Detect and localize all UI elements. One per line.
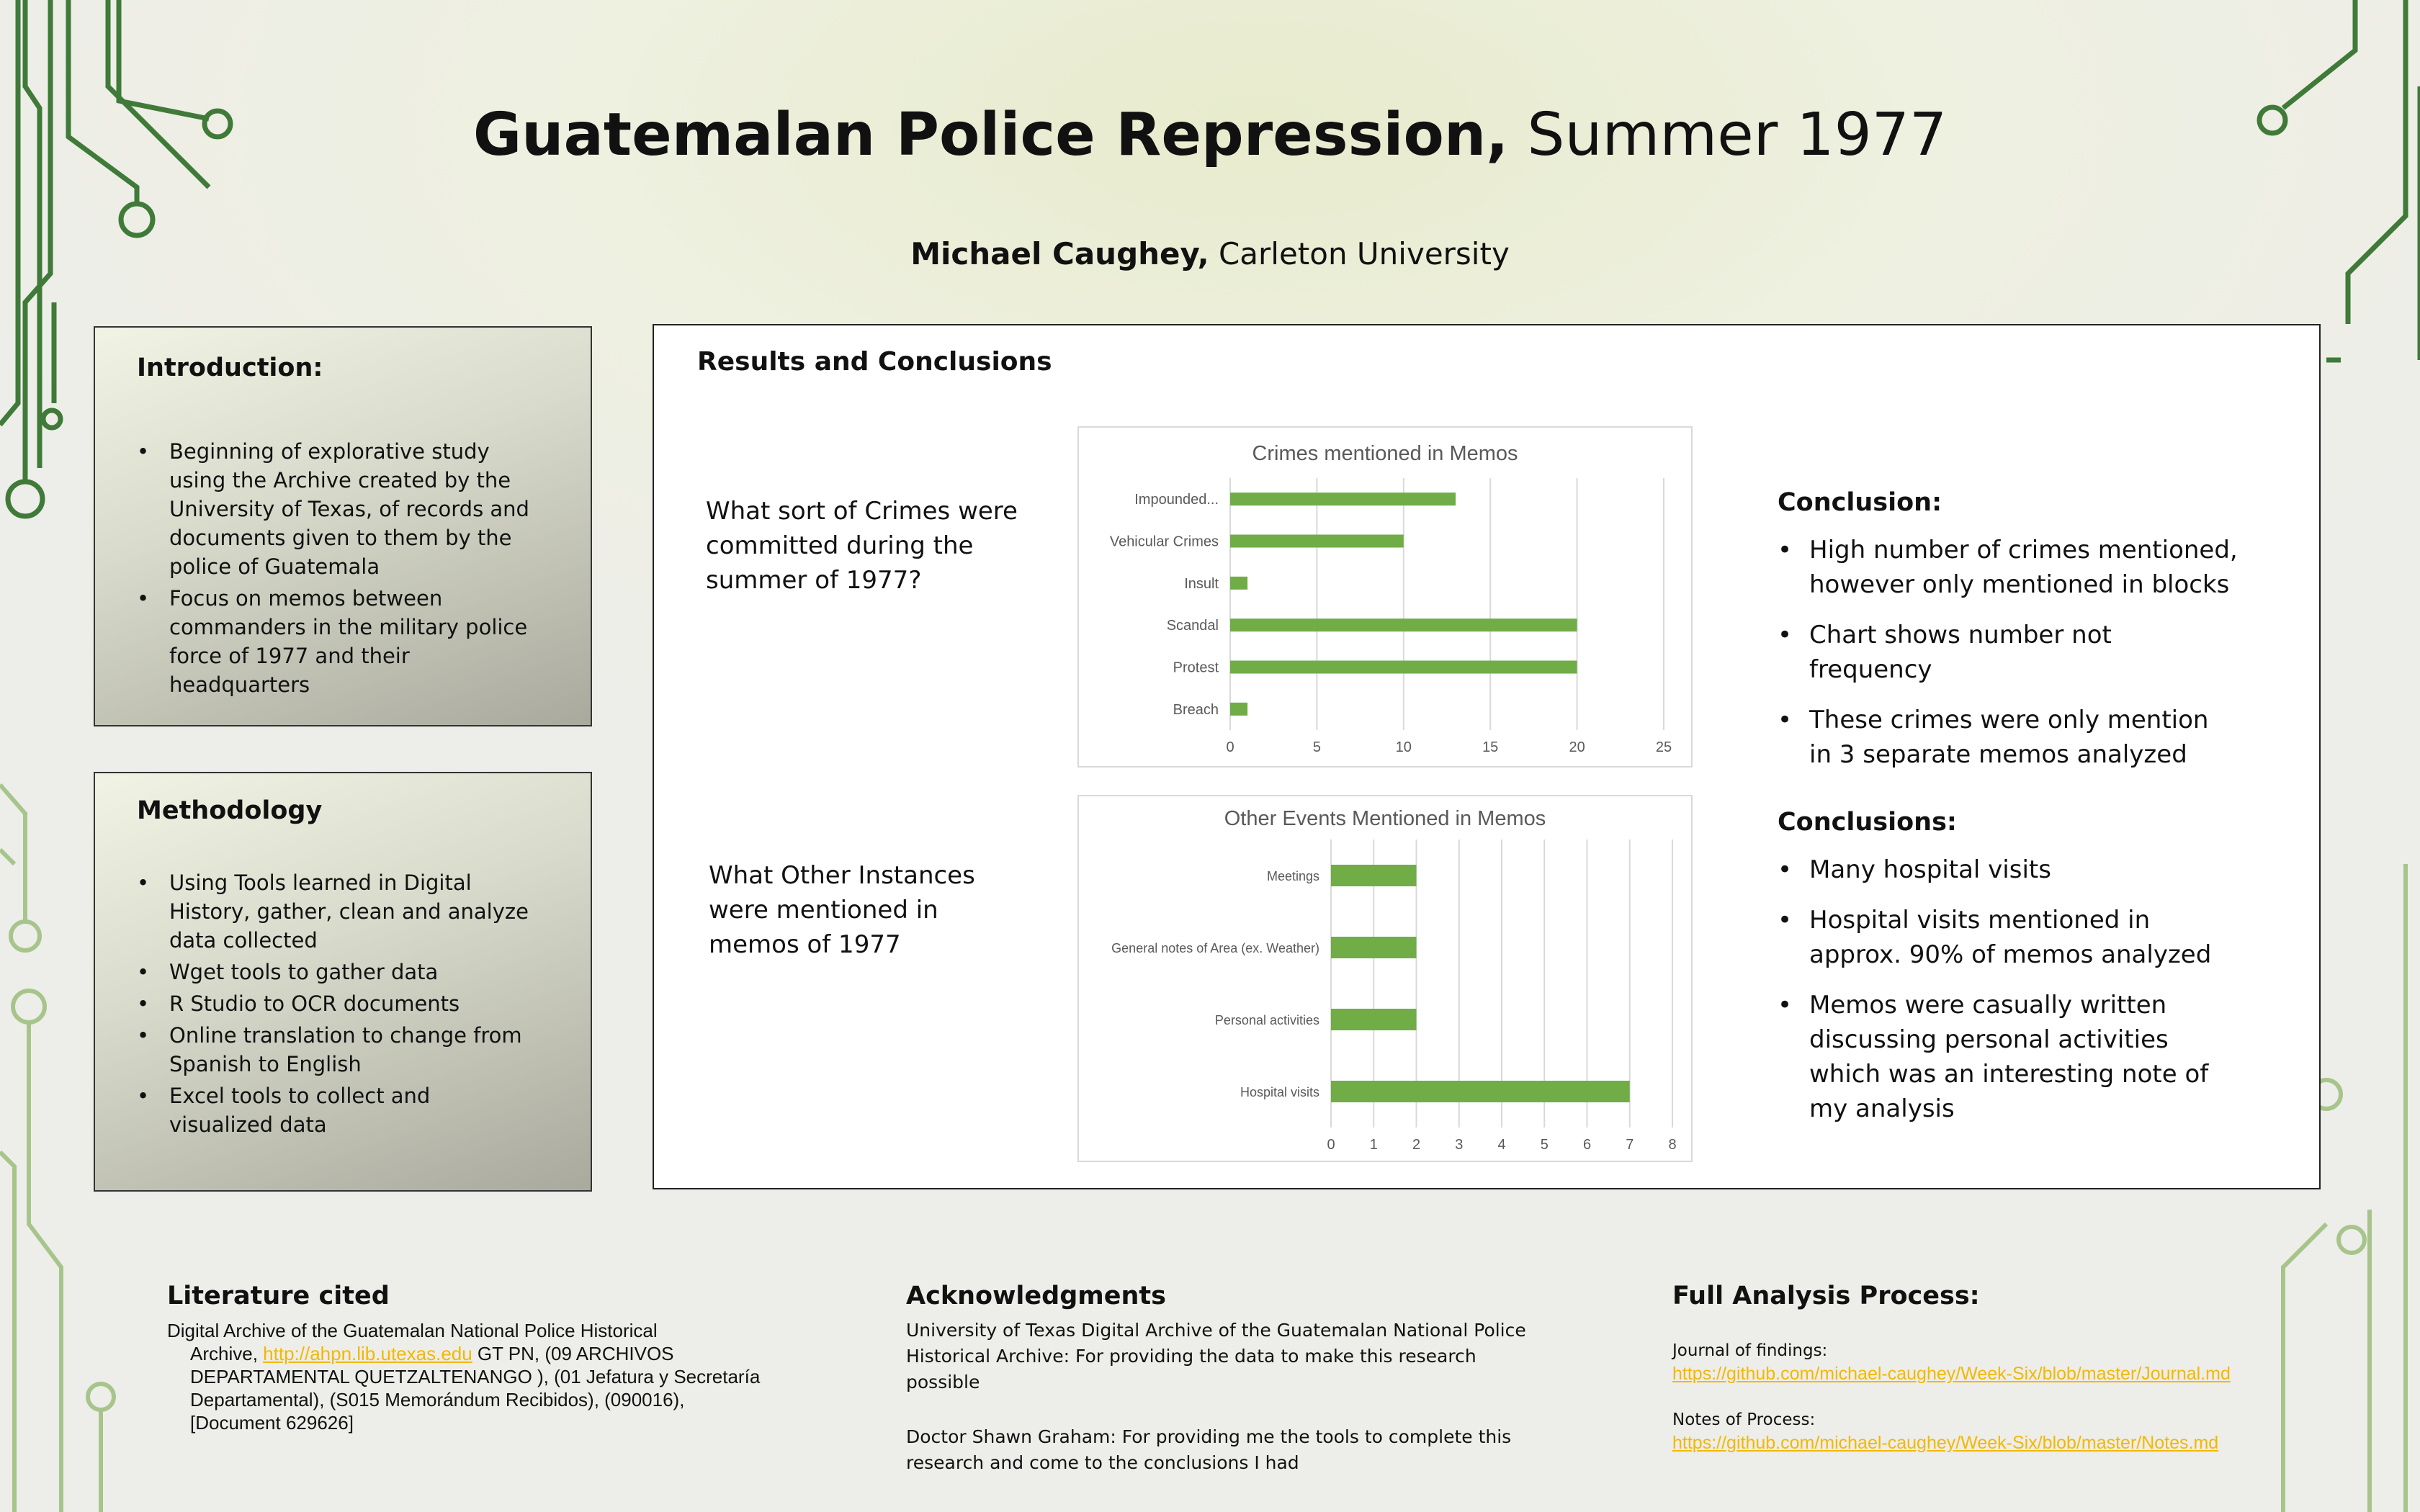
analysis-heading: Full Analysis Process: xyxy=(1672,1282,1980,1310)
conclusions-heading: Conclusions: xyxy=(1778,808,1957,837)
list-item: Many hospital visits xyxy=(1778,852,2238,887)
results-heading: Results and Conclusions xyxy=(697,347,1052,377)
literature-heading: Literature cited xyxy=(167,1282,390,1310)
citation-line: [Document 629626] xyxy=(190,1412,354,1434)
category-label: Scandal xyxy=(1167,618,1219,634)
list-item: Hospital visits mentioned in approx. 90%… xyxy=(1778,903,2238,972)
methodology-list: Using Tools learned in Digital History, … xyxy=(137,868,540,1142)
tick-label: 3 xyxy=(1455,1137,1463,1153)
bar xyxy=(1230,660,1577,674)
category-label: Meetings xyxy=(1267,869,1319,883)
question-crimes: What sort of Crimes were committed durin… xyxy=(706,497,1018,595)
category-label: Protest xyxy=(1173,660,1219,676)
tick-label: 2 xyxy=(1412,1137,1420,1153)
citation-line: DEPARTAMENTAL QUETZALTENANGO ), (01 Jefa… xyxy=(190,1366,761,1387)
archive-link[interactable]: http://ahpn.lib.utexas.edu xyxy=(263,1343,472,1364)
events-chart-svg: Other Events Mentioned in Memos 0 1 2 3 4 5 6 7 8… xyxy=(1111,807,1676,1153)
tick-label: 0 xyxy=(1327,1137,1335,1153)
bar xyxy=(1230,702,1248,716)
bar xyxy=(1331,865,1417,886)
conclusion-heading: Conclusion: xyxy=(1778,488,1942,517)
bar xyxy=(1331,1081,1630,1102)
citation-text: Archive, xyxy=(190,1343,264,1364)
crimes-chart-svg: Crimes mentioned in Memos 0 5 10 15 20 25 Impou… xyxy=(1110,442,1672,755)
introduction-list: Beginning of explorative study using the… xyxy=(137,437,540,702)
bar xyxy=(1331,937,1417,958)
tick-label: 15 xyxy=(1482,739,1498,755)
tick-label: 8 xyxy=(1668,1137,1676,1153)
bar xyxy=(1230,576,1248,590)
category-label: Vehicular Crimes xyxy=(1110,534,1219,550)
citation-line: Departamental), (S015 Memorándum Recibid… xyxy=(190,1389,685,1410)
chart-title: Other Events Mentioned in Memos xyxy=(1224,807,1546,830)
methodology-heading: Methodology xyxy=(137,796,323,825)
tick-label: 0 xyxy=(1226,739,1234,755)
category-label: Breach xyxy=(1173,702,1219,718)
full-analysis: Full Analysis Process: Journal of findin… xyxy=(1672,1282,2407,1454)
bar xyxy=(1230,618,1577,632)
crimes-chart: Crimes mentioned in Memos 0 5 10 15 20 25 Impou… xyxy=(1077,426,1693,768)
category-label: Personal activities xyxy=(1215,1013,1319,1027)
tick-label: 25 xyxy=(1656,739,1672,755)
events-chart: Other Events Mentioned in Memos 0 1 2 3 4 5 6 7 8… xyxy=(1077,795,1693,1162)
chart-title: Crimes mentioned in Memos xyxy=(1252,442,1518,465)
results-panel: Results and Conclusions What sort of Cri… xyxy=(653,324,2321,1189)
acknowledgment-para: University of Texas Digital Archive of t… xyxy=(906,1320,1526,1392)
acknowledgments: Acknowledgments University of Texas Digi… xyxy=(906,1282,1540,1476)
citation-line: Digital Archive of the Guatemalan Nation… xyxy=(167,1320,658,1341)
list-item: These crimes were only mention in 3 sepa… xyxy=(1778,703,2238,772)
list-item: Using Tools learned in Digital History, … xyxy=(137,868,540,955)
notes-link[interactable]: https://github.com/michael-caughey/Week-… xyxy=(1672,1433,2219,1453)
acknowledgment-para: Doctor Shawn Graham: For providing me th… xyxy=(906,1426,1512,1473)
journal-label: Journal of findings: xyxy=(1672,1341,1828,1360)
literature-cited: Literature cited Digital Archive of the … xyxy=(167,1282,815,1434)
list-item: Excel tools to collect and visualized da… xyxy=(137,1081,540,1139)
category-label: Impounded... xyxy=(1134,492,1219,508)
bar xyxy=(1331,1009,1417,1030)
notes-label: Notes of Process: xyxy=(1672,1410,1816,1429)
list-item: Online translation to change from Spanis… xyxy=(137,1021,540,1079)
journal-link[interactable]: https://github.com/michael-caughey/Week-… xyxy=(1672,1364,2231,1384)
list-item: Memos were casually written discussing p… xyxy=(1778,988,2238,1126)
tick-label: 4 xyxy=(1497,1137,1505,1153)
conclusion-events: Conclusions: Many hospital visits Hospit… xyxy=(1778,808,2238,1126)
citation-text: GT PN, (09 ARCHIVOS xyxy=(472,1343,674,1364)
introduction-heading: Introduction: xyxy=(137,354,323,382)
tick-label: 20 xyxy=(1569,739,1585,755)
category-label: Hospital visits xyxy=(1240,1085,1319,1099)
tick-label: 1 xyxy=(1370,1137,1378,1153)
list-item: Wget tools to gather data xyxy=(137,958,540,986)
list-item: R Studio to OCR documents xyxy=(137,989,540,1018)
category-label: Insult xyxy=(1184,576,1219,592)
tick-label: 5 xyxy=(1313,739,1321,755)
tick-label: 10 xyxy=(1396,739,1412,755)
tick-label: 5 xyxy=(1541,1137,1549,1153)
bar xyxy=(1230,534,1404,548)
tick-label: 6 xyxy=(1583,1137,1591,1153)
methodology-panel: Methodology Using Tools learned in Digit… xyxy=(94,772,592,1192)
poster-title: Guatemalan Police Repression, Summer 197… xyxy=(472,101,1948,169)
list-item: High number of crimes mentioned, however… xyxy=(1778,533,2238,602)
conclusion-crimes: Conclusion: High number of crimes mentio… xyxy=(1778,488,2238,772)
bar xyxy=(1230,492,1456,506)
list-item: Chart shows number not frequency xyxy=(1778,618,2238,687)
acknowledgments-heading: Acknowledgments xyxy=(906,1282,1166,1310)
introduction-panel: Introduction: Beginning of explorative s… xyxy=(94,326,592,726)
list-item: Focus on memos between commanders in the… xyxy=(137,584,540,699)
tick-label: 7 xyxy=(1626,1137,1634,1153)
list-item: Beginning of explorative study using the… xyxy=(137,437,540,581)
category-label: General notes of Area (ex. Weather) xyxy=(1111,941,1319,955)
question-other: What Other Instances were mentioned in m… xyxy=(709,861,975,959)
author-line: Michael Caughey, Carleton University xyxy=(910,236,1510,271)
